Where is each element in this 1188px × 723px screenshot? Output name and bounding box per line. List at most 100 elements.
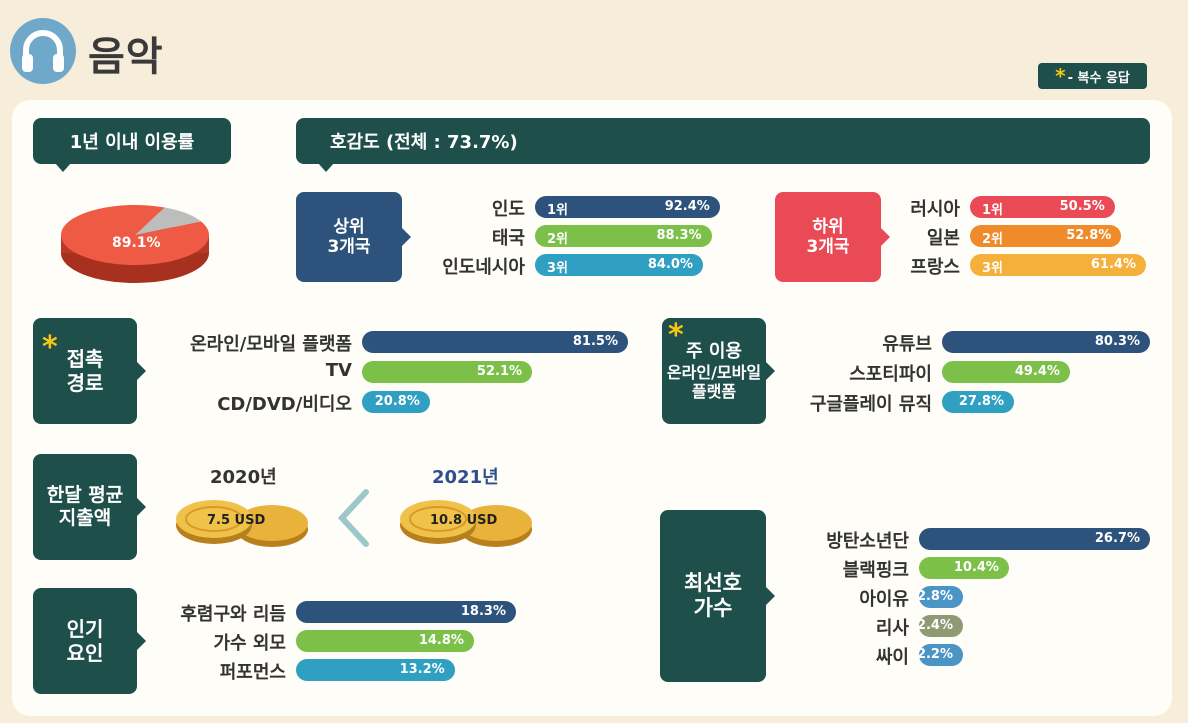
usage-pie-chart <box>60 205 209 283</box>
bottom3-rank-1: 2위 <box>982 232 1004 247</box>
legend-text: - 복수 응답 <box>1067 70 1130 86</box>
top3-label-line2: 3개국 <box>327 237 371 257</box>
bottom3-value-2: 61.4% <box>1090 257 1136 272</box>
chevron-left-icon <box>337 489 369 547</box>
factors-label-0: 후렴구와 리듬 <box>180 604 286 625</box>
platform-label-0: 유튜브 <box>882 334 932 355</box>
coins-2021-icon <box>400 500 532 547</box>
singer-value-1: 10.4% <box>953 560 999 575</box>
singer-label-line1: 최선호 <box>684 570 742 595</box>
page-title: 음악 <box>88 34 164 80</box>
access-label-2: CD/DVD/비디오 <box>217 394 352 415</box>
multi-response-legend: * - 복수 응답 <box>1038 63 1147 89</box>
bottom3-bar-1: 2위 52.8% <box>970 225 1122 247</box>
spending-label-line2: 지출액 <box>58 507 112 529</box>
singer-label-1: 블랙핑크 <box>842 560 909 581</box>
bottom3-label-box: 하위 3개국 <box>775 192 890 282</box>
access-label-1: TV <box>325 360 352 381</box>
singer-label-box: 최선호 가수 <box>660 510 775 682</box>
singer-bar-4: 2.2% <box>916 644 963 666</box>
spending-2021-value: 10.8 USD <box>430 513 498 528</box>
top3-value-0: 92.4% <box>664 199 710 214</box>
singer-label-3: 리사 <box>875 618 909 639</box>
singer-label-line2: 가수 <box>693 596 733 620</box>
singer-label-0: 방탄소년단 <box>826 531 909 552</box>
bottom3-bar-0: 1위 50.5% <box>970 196 1115 218</box>
factors-value-1: 14.8% <box>418 633 464 648</box>
singer-bar-3: 2.4% <box>916 615 963 637</box>
top3-label-box: 상위 3개국 <box>296 192 411 282</box>
access-label-line1: 접촉 <box>66 347 104 371</box>
star-icon: * <box>1055 64 1066 88</box>
access-label-box: 접촉 경로 <box>33 318 146 424</box>
factors-bar-2: 13.2% <box>296 659 455 681</box>
access-star-icon: * <box>42 330 58 365</box>
year-2020: 2020년 <box>210 467 277 488</box>
access-bar-1: 52.1% <box>362 361 533 383</box>
headphones-icon <box>10 18 76 84</box>
platform-value-0: 80.3% <box>1094 334 1140 349</box>
access-label-line2: 경로 <box>66 371 104 395</box>
bottom3-label-0: 러시아 <box>910 199 960 220</box>
bottom3-label-2: 프랑스 <box>910 257 960 278</box>
platform-label-box: 주 이용 온라인/모바일 플랫폼 <box>662 318 775 424</box>
bottom3-rank-0: 1위 <box>982 203 1004 218</box>
singer-bar-0: 26.7% <box>919 528 1150 550</box>
factors-label-line2: 요인 <box>66 641 104 665</box>
platform-bar-0: 80.3% <box>942 331 1150 353</box>
singer-label-4: 싸이 <box>875 647 909 668</box>
factors-bar-1: 14.8% <box>296 630 474 652</box>
platform-label-line2: 온라인/모바일 <box>666 362 762 382</box>
coins-2020-icon <box>176 500 308 547</box>
platform-label-line3: 플랫폼 <box>691 381 737 401</box>
bottom3-value-1: 52.8% <box>1066 228 1112 243</box>
top3-label-2: 인도네시아 <box>442 257 525 278</box>
platform-value-2: 27.8% <box>958 394 1004 409</box>
singer-value-4: 2.2% <box>916 647 953 662</box>
bottom3-bar-2: 3위 61.4% <box>970 254 1146 276</box>
usage-title-box: 1년 이내 이용률 <box>33 118 231 172</box>
platform-label-2: 구글플레이 뮤직 <box>809 394 932 415</box>
singer-value-3: 2.4% <box>916 618 953 633</box>
top3-rank-1: 2위 <box>547 232 569 247</box>
preference-title-box: 호감도 (전체 : 73.7%) <box>296 118 1150 172</box>
factors-bar-0: 18.3% <box>296 601 516 623</box>
top3-bar-0: 1위 92.4% <box>535 196 720 218</box>
top3-label-1: 태국 <box>491 228 525 249</box>
factors-value-0: 18.3% <box>460 604 506 619</box>
factors-value-2: 13.2% <box>399 662 445 677</box>
top3-bar-1: 2위 88.3% <box>535 225 712 247</box>
preference-title: 호감도 (전체 : 73.7%) <box>330 132 518 153</box>
top3-rank-0: 1위 <box>547 203 569 218</box>
bottom3-rank-2: 3위 <box>982 261 1004 276</box>
platform-label-line1: 주 이용 <box>686 341 742 363</box>
platform-value-1: 49.4% <box>1014 364 1060 379</box>
top3-label-0: 인도 <box>491 199 525 220</box>
bottom3-label-line2: 3개국 <box>806 237 850 257</box>
access-value-2: 20.8% <box>374 394 420 409</box>
top3-rank-2: 3위 <box>547 261 569 276</box>
singer-label-2: 아이유 <box>859 589 909 610</box>
spending-label-line1: 한달 평균 <box>46 484 124 507</box>
singer-bar-1: 10.4% <box>919 557 1009 579</box>
singer-bar-2: 2.8% <box>916 586 963 608</box>
platform-star-icon: * <box>668 318 684 353</box>
factors-label-2: 퍼포먼스 <box>219 662 286 683</box>
singer-value-0: 26.7% <box>1094 531 1140 546</box>
singer-value-2: 2.8% <box>916 589 953 604</box>
bottom3-label-1: 일본 <box>926 228 960 249</box>
access-bar-2: 20.8% <box>362 391 430 413</box>
top3-value-1: 88.3% <box>656 228 702 243</box>
factors-label-box: 인기 요인 <box>33 588 146 694</box>
bottom3-value-0: 50.5% <box>1059 199 1105 214</box>
access-label-0: 온라인/모바일 플랫폼 <box>190 334 352 355</box>
factors-label-line1: 인기 <box>66 617 104 641</box>
spending-label-box: 한달 평균 지출액 <box>33 454 146 560</box>
factors-label-1: 가수 외모 <box>213 633 286 654</box>
top3-value-2: 84.0% <box>647 257 693 272</box>
year-2021: 2021년 <box>432 467 499 488</box>
access-value-1: 52.1% <box>476 364 523 379</box>
top3-label-line1: 상위 <box>333 216 365 237</box>
platform-label-1: 스포티파이 <box>849 364 932 385</box>
usage-title: 1년 이내 이용률 <box>69 132 195 153</box>
